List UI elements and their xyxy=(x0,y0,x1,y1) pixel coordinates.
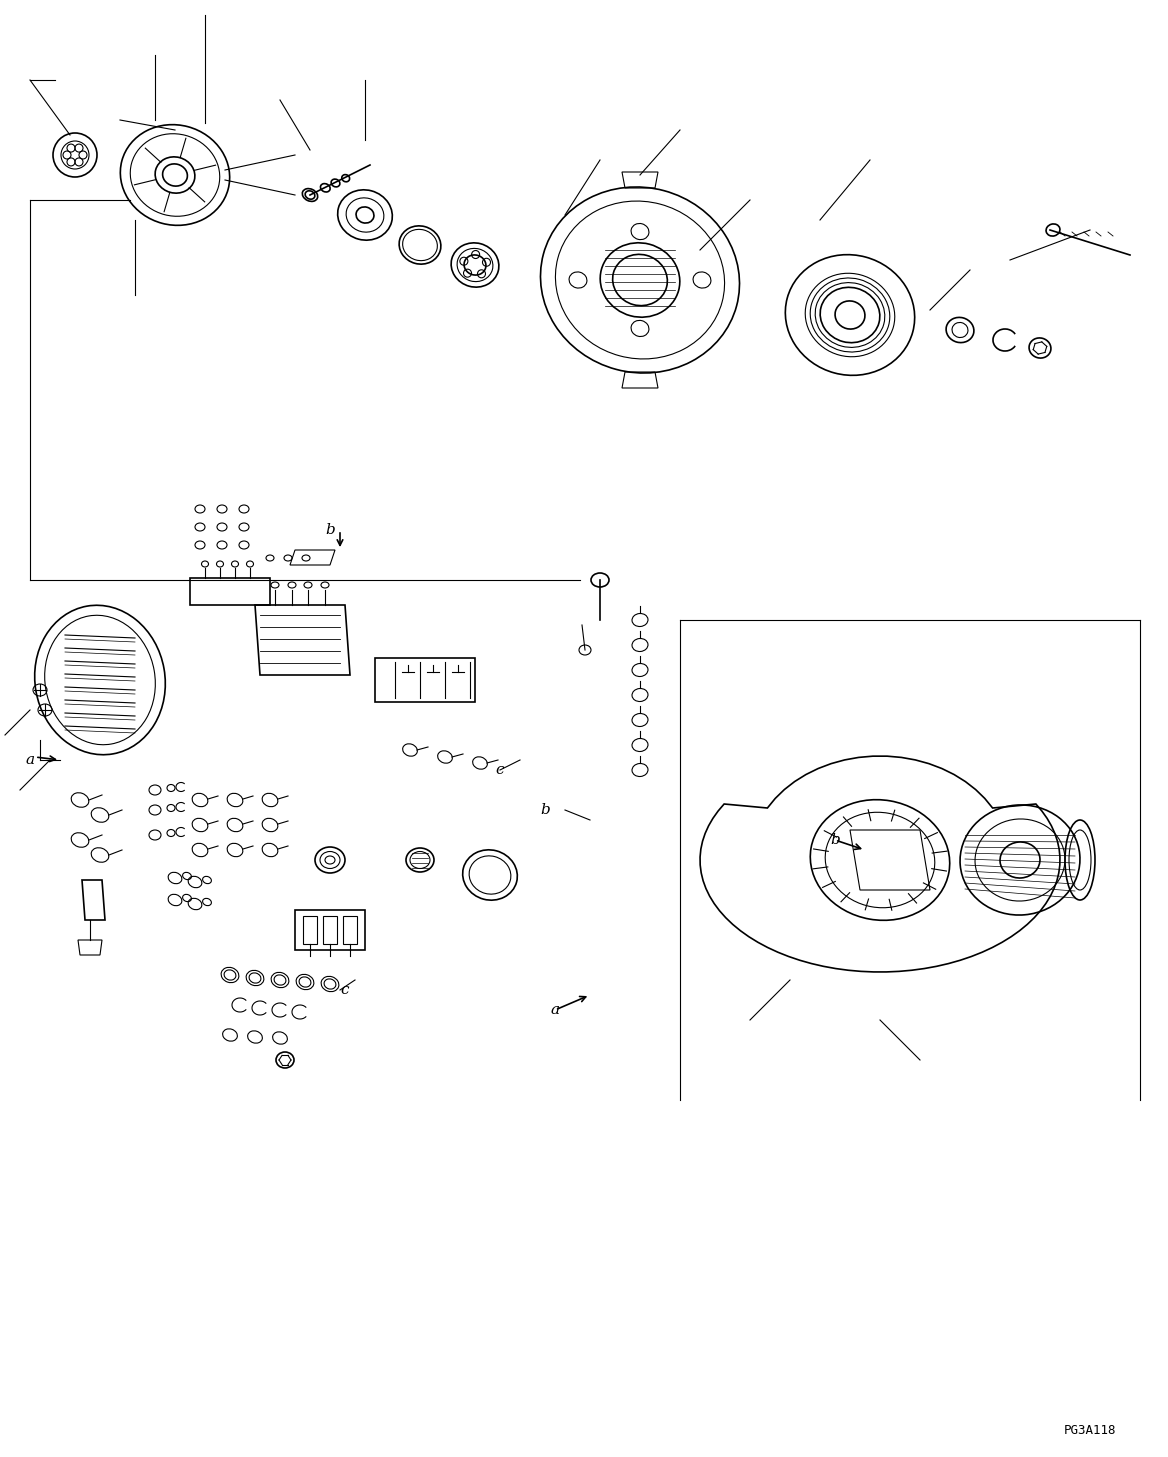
Text: PG3A118: PG3A118 xyxy=(1064,1423,1117,1437)
Text: c: c xyxy=(495,763,505,777)
Text: b: b xyxy=(830,833,840,847)
Text: a: a xyxy=(26,753,35,766)
Text: a: a xyxy=(550,1002,559,1017)
Text: b: b xyxy=(540,803,550,817)
Text: c: c xyxy=(341,983,349,997)
Text: b: b xyxy=(325,523,335,538)
